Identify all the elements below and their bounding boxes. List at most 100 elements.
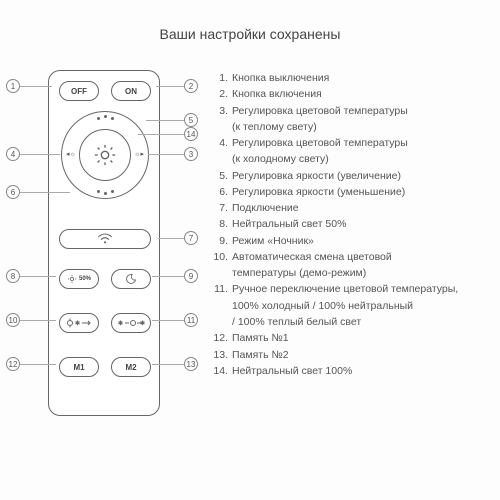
legend-text: / 100% теплый белый свет [212, 314, 488, 330]
off-label: OFF [71, 87, 87, 96]
auto-ct-icon: ✱ [65, 317, 93, 329]
leader-line [20, 320, 56, 321]
auto-ct-button: ✱ [59, 313, 99, 333]
legend-row: 5.Регулировка яркости (увеличение) [212, 168, 488, 184]
legend-row: (к холодному свету) [212, 151, 488, 167]
callout-13: 13 [184, 357, 198, 371]
legend-text: Регулировка яркости (уменьшение) [232, 184, 488, 200]
callout-12: 12 [6, 357, 20, 371]
legend-row: 6.Регулировка яркости (уменьшение) [212, 184, 488, 200]
legend-row: 7.Подключение [212, 200, 488, 216]
legend-row: 13.Память №2 [212, 347, 488, 363]
on-button: ON [111, 81, 151, 101]
wifi-icon [97, 233, 113, 245]
legend-text: Регулировка яркости (увеличение) [232, 168, 488, 184]
legend-num: 11. [212, 281, 232, 297]
leader-line [152, 364, 184, 365]
legend-row: 2.Кнопка включения [212, 86, 488, 102]
leader-line [20, 154, 60, 155]
leader-line [20, 276, 56, 277]
legend-num: 3. [212, 103, 232, 119]
leader-line [158, 238, 184, 239]
leader-line [152, 276, 184, 277]
legend-row: 8.Нейтральный свет 50% [212, 216, 488, 232]
legend-text: Подключение [232, 200, 488, 216]
leader-line [148, 154, 184, 155]
legend-text: Регулировка цветовой температуры [232, 135, 488, 151]
legend-row: 12.Память №1 [212, 330, 488, 346]
legend-row: 9.Режим «Ночник» [212, 233, 488, 249]
legend-row: 4.Регулировка цветовой температуры [212, 135, 488, 151]
leader-line [152, 320, 184, 321]
legend-row: / 100% теплый белый свет [212, 314, 488, 330]
legend-num: 5. [212, 168, 232, 184]
legend-text: (к холодному свету) [212, 151, 488, 167]
m1-button: M1 [59, 357, 99, 377]
legend-num: 13. [212, 347, 232, 363]
manual-ct-button: ✱ ✱ [111, 313, 151, 333]
legend-row: температуры (демо-режим) [212, 265, 488, 281]
leader-line [20, 192, 70, 193]
legend-text: Память №1 [232, 330, 488, 346]
legend-num: 7. [212, 200, 232, 216]
legend-row: (к теплому свету) [212, 119, 488, 135]
callout-10: 10 [6, 313, 20, 327]
legend-num: 6. [212, 184, 232, 200]
svg-text:✱: ✱ [118, 320, 123, 327]
callout-11: 11 [184, 313, 198, 327]
legend-text: (к теплому свету) [212, 119, 488, 135]
dial-left-icon: ◂☼ [66, 150, 76, 158]
legend-row: 3.Регулировка цветовой температуры [212, 103, 488, 119]
fifty-label: 50% [79, 276, 91, 282]
svg-text:✱: ✱ [140, 320, 145, 327]
legend-text: Кнопка включения [232, 86, 488, 102]
dial-inner [79, 129, 131, 181]
callout-7: 7 [184, 231, 198, 245]
legend-text: Автоматическая смена цветовой [232, 249, 488, 265]
legend-row: 1.Кнопка выключения [212, 70, 488, 86]
diagram-stage: OFF ON ◂☼ ☼▸ [0, 66, 500, 486]
fifty-percent-button: 50% [59, 269, 99, 289]
legend-text: температуры (демо-режим) [212, 265, 488, 281]
legend-row: 100% холодный / 100% нейтральный [212, 298, 488, 314]
legend-num: 12. [212, 330, 232, 346]
legend-text: Режим «Ночник» [232, 233, 488, 249]
legend-row: 10.Автоматическая смена цветовой [212, 249, 488, 265]
m2-label: M2 [125, 363, 136, 372]
night-button [111, 269, 151, 289]
legend-text: Нейтральный свет 50% [232, 216, 488, 232]
legend-num: 9. [212, 233, 232, 249]
legend-text: Ручное переключение цветовой температуры… [232, 281, 488, 297]
sun-icon [94, 144, 116, 166]
callout-6: 6 [6, 185, 20, 199]
legend-list: 1.Кнопка выключения2.Кнопка включения3.Р… [212, 70, 488, 379]
svg-text:✱: ✱ [75, 320, 80, 327]
sun-small-icon [67, 274, 77, 284]
callout-9: 9 [184, 269, 198, 283]
on-label: ON [125, 87, 137, 96]
moon-icon [125, 273, 137, 285]
dial-right-icon: ☼▸ [134, 150, 144, 158]
legend-num: 14. [212, 363, 232, 379]
page-title: Ваши настройки сохранены [0, 0, 500, 42]
legend-text: Кнопка выключения [232, 70, 488, 86]
leader-line [138, 134, 184, 135]
callout-14: 14 [184, 127, 198, 141]
legend-num: 10. [212, 249, 232, 265]
callout-8: 8 [6, 269, 20, 283]
legend-text: Память №2 [232, 347, 488, 363]
legend-num: 1. [212, 70, 232, 86]
legend-text: 100% холодный / 100% нейтральный [212, 298, 488, 314]
legend-num: 8. [212, 216, 232, 232]
leader-line [156, 86, 184, 87]
legend-text: Нейтральный свет 100% [232, 363, 488, 379]
legend-text: Регулировка цветовой температуры [232, 103, 488, 119]
leader-line [146, 120, 184, 121]
legend-row: 14.Нейтральный свет 100% [212, 363, 488, 379]
callout-2: 2 [184, 79, 198, 93]
callout-5: 5 [184, 113, 198, 127]
leader-line [20, 86, 52, 87]
wifi-button [59, 229, 151, 249]
legend-num: 4. [212, 135, 232, 151]
manual-ct-icon: ✱ ✱ [117, 317, 145, 329]
